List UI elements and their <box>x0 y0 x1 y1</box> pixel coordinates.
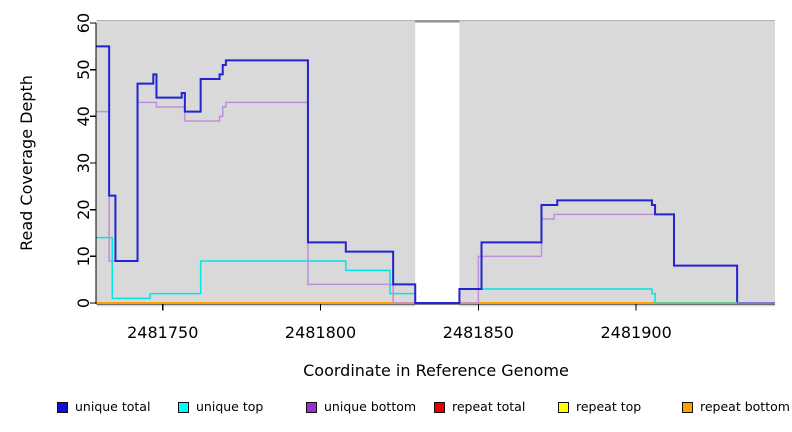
gap-region <box>415 21 460 307</box>
x-tick-label: 2481750 <box>127 323 198 342</box>
y-tick-label: 60 <box>74 13 93 33</box>
y-tick-label: 30 <box>74 153 93 173</box>
legend-label: repeat total <box>452 399 526 414</box>
x-tick-label: 2481850 <box>443 323 514 342</box>
legend-label: repeat bottom <box>700 399 790 414</box>
legend-swatch-repeat-total <box>434 402 445 413</box>
legend: unique total unique top unique bottom repea… <box>0 398 792 422</box>
y-tick-label: 40 <box>74 106 93 126</box>
series-unique-top-line <box>96 236 416 300</box>
x-tick-label: 2481800 <box>285 323 356 342</box>
legend-label: unique bottom <box>324 399 417 414</box>
x-axis-title: Coordinate in Reference Genome <box>303 361 569 380</box>
legend-label: unique top <box>196 399 264 414</box>
legend-label: repeat top <box>576 399 642 414</box>
y-tick-label: 0 <box>74 298 93 308</box>
y-axis-title: Read Coverage Depth <box>17 75 36 251</box>
legend-swatch-repeat-top <box>558 402 569 413</box>
y-tick-label: 10 <box>74 246 93 266</box>
series-unique-total-line <box>96 45 775 304</box>
y-tick-label: 50 <box>74 59 93 79</box>
y-tick-label: 20 <box>74 199 93 219</box>
legend-swatch-unique-bottom <box>306 402 317 413</box>
legend-swatch-repeat-bottom <box>682 402 693 413</box>
x-tick-label: 2481900 <box>601 323 672 342</box>
legend-swatch-unique-total <box>57 402 68 413</box>
legend-label: unique total <box>75 399 151 414</box>
legend-swatch-unique-top <box>178 402 189 413</box>
